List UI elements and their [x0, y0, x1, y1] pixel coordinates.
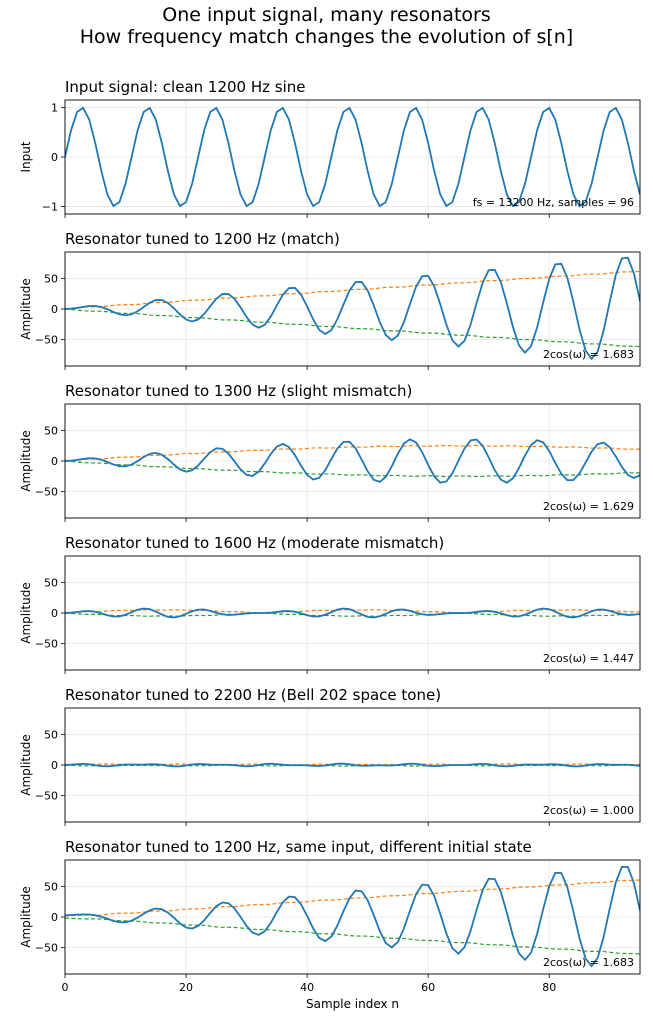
panel-3: −50 0 50 Amplitude Resonator tuned to 1300 H…	[19, 382, 641, 522]
y-axis-label: Amplitude	[19, 278, 33, 340]
y-tick-label: 50	[44, 880, 58, 893]
panel-annotation: 2cos(ω) = 1.683	[543, 348, 634, 361]
panel-6: 0 20 40 60 80 −50 0 50 Amplitude Resonator tuned …	[19, 838, 641, 994]
y-tick-label: −50	[35, 334, 58, 347]
y-tick-label: 0	[51, 455, 58, 468]
signal-line	[65, 256, 640, 361]
y-tick-label: 50	[44, 728, 58, 741]
y-axis-label: Amplitude	[19, 886, 33, 948]
y-axis-label: Amplitude	[19, 430, 33, 492]
y-tick-label: 0	[51, 759, 58, 772]
signal-line	[65, 438, 640, 484]
panel-annotation: 2cos(ω) = 1.447	[543, 652, 634, 665]
lower-envelope-line	[65, 460, 640, 478]
y-tick-label: −50	[35, 790, 58, 803]
figure-title-line-2: How frequency match changes the evolutio…	[79, 26, 574, 48]
upper-envelope-line	[65, 444, 640, 462]
y-tick-label: −50	[35, 486, 58, 499]
lower-envelope-line	[65, 764, 640, 767]
panel-4: −50 0 50 Amplitude Resonator tuned to 1600 H…	[19, 534, 641, 674]
signal-line	[65, 106, 640, 208]
signal-line	[65, 865, 640, 968]
x-tick-label: 80	[542, 981, 556, 994]
y-axis-label: Amplitude	[19, 582, 33, 644]
y-tick-label: −50	[35, 942, 58, 955]
signal-line	[65, 762, 640, 768]
x-tick-label: 40	[300, 981, 314, 994]
figure-title-line-1: One input signal, many resonators	[162, 4, 491, 26]
y-axis-label: Input	[19, 141, 33, 172]
panel-annotation: 2cos(ω) = 1.629	[543, 500, 634, 513]
panel-title: Input signal: clean 1200 Hz sine	[65, 78, 306, 96]
y-tick-label: 50	[44, 424, 58, 437]
panel-title: Resonator tuned to 2200 Hz (Bell 202 spa…	[65, 686, 441, 704]
x-tick-label: 0	[62, 981, 69, 994]
upper-envelope-line	[65, 879, 640, 917]
lower-envelope-line	[65, 612, 640, 617]
panel-annotation: 2cos(ω) = 1.000	[543, 804, 634, 817]
signal-line	[65, 607, 640, 619]
panel-2: −50 0 50 Amplitude Resonator tuned to 1200 H…	[19, 230, 641, 370]
y-tick-label: 1	[51, 101, 58, 114]
panel-title: Resonator tuned to 1200 Hz, same input, …	[65, 838, 532, 856]
y-tick-label: 50	[44, 272, 58, 285]
lower-envelope-line	[65, 308, 640, 348]
y-tick-label: 0	[51, 911, 58, 924]
panel-annotation: fs = 13200 Hz, samples = 96	[473, 196, 634, 209]
y-tick-label: −1	[42, 201, 58, 214]
panel-title: Resonator tuned to 1200 Hz (match)	[65, 230, 340, 248]
y-axis-label: Amplitude	[19, 734, 33, 796]
panel-1: −1 0 1 Input Input signal: clean 1200 Hz sin…	[19, 78, 641, 218]
x-tick-label: 20	[179, 981, 193, 994]
y-tick-label: 0	[51, 607, 58, 620]
x-axis-label: Sample index n	[306, 997, 399, 1011]
lower-envelope-line	[65, 917, 640, 955]
panel-5: −50 0 50 Amplitude Resonator tuned to 2200 H…	[19, 686, 641, 826]
y-tick-label: 0	[51, 151, 58, 164]
y-tick-label: 50	[44, 576, 58, 589]
y-tick-label: −50	[35, 638, 58, 651]
panel-title: Resonator tuned to 1300 Hz (slight misma…	[65, 382, 412, 400]
y-tick-label: 0	[51, 303, 58, 316]
panel-annotation: 2cos(ω) = 1.683	[543, 956, 634, 969]
panel-title: Resonator tuned to 1600 Hz (moderate mis…	[65, 534, 444, 552]
x-tick-label: 60	[421, 981, 435, 994]
upper-envelope-line	[65, 270, 640, 310]
